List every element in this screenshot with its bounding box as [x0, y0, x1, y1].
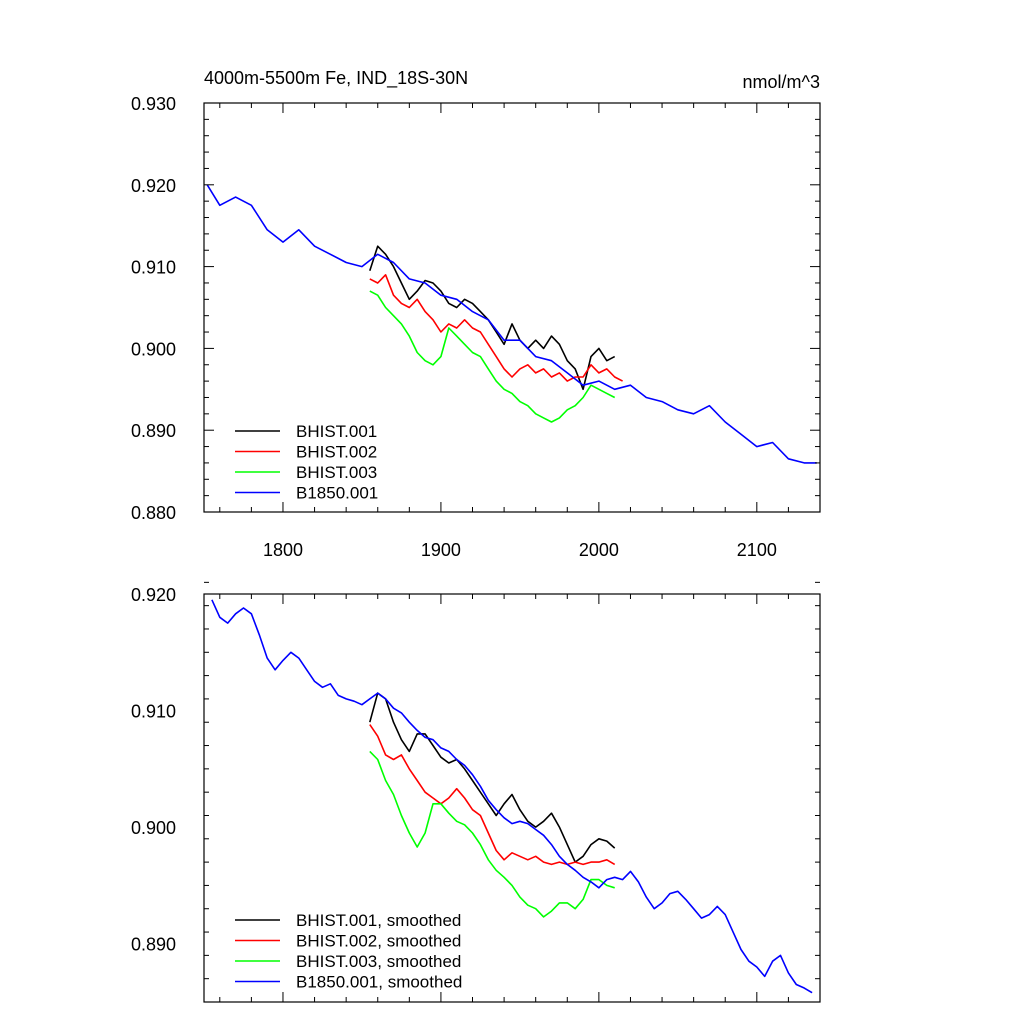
- chart-title: 4000m-5500m Fe, IND_18S-30N: [204, 68, 468, 89]
- series-line-2: [369, 273, 623, 382]
- series-line-2: [369, 724, 616, 866]
- series-line-3: [369, 290, 616, 423]
- x-tick-label: 2000: [579, 540, 619, 560]
- series-line-1: [369, 692, 616, 863]
- legend-label-1: BHIST.001, smoothed: [296, 911, 461, 930]
- plot-frame: [203, 102, 821, 513]
- x-tick-label: 1900: [421, 540, 461, 560]
- legend-label-3: BHIST.003, smoothed: [296, 952, 461, 971]
- y-tick-label: 0.890: [131, 935, 176, 955]
- y-tick-label: 0.920: [131, 176, 176, 196]
- series-line-3: [369, 750, 615, 918]
- y-tick-label: 0.900: [131, 818, 176, 838]
- y-tick-label: 0.910: [131, 702, 176, 722]
- plot-frame: [203, 593, 821, 1003]
- x-tick-label: 1800: [263, 540, 303, 560]
- x-tick-label: 2100: [737, 540, 777, 560]
- bottom-panel: 0.890 0.900 0.910 0.920 BHIST.001, smoothed B…: [131, 581, 821, 1003]
- y-tick-label: 0.880: [131, 503, 176, 523]
- y-tick-label: 0.900: [131, 339, 176, 359]
- legend-label-2: BHIST.002, smoothed: [296, 932, 461, 951]
- y-tick-label: 0.890: [131, 421, 176, 441]
- y-tick-label: 0.930: [131, 94, 176, 114]
- legend-label-3: BHIST.003: [296, 463, 377, 482]
- legend-label-2: BHIST.002: [296, 443, 377, 462]
- series-line-4: [206, 184, 817, 464]
- series-line-4: [211, 599, 813, 994]
- y-tick-label: 0.910: [131, 258, 176, 278]
- legend-label-1: BHIST.001: [296, 422, 377, 441]
- top-panel: 4000m-5500m Fe, IND_18S-30N nmol/m^3 180…: [131, 68, 821, 560]
- series-line-1: [369, 245, 616, 391]
- legend-label-4: B1850.001, smoothed: [296, 973, 462, 992]
- legend-label-4: B1850.001: [296, 484, 378, 503]
- units-label: nmol/m^3: [743, 72, 820, 92]
- y-tick-label: 0.920: [131, 585, 176, 605]
